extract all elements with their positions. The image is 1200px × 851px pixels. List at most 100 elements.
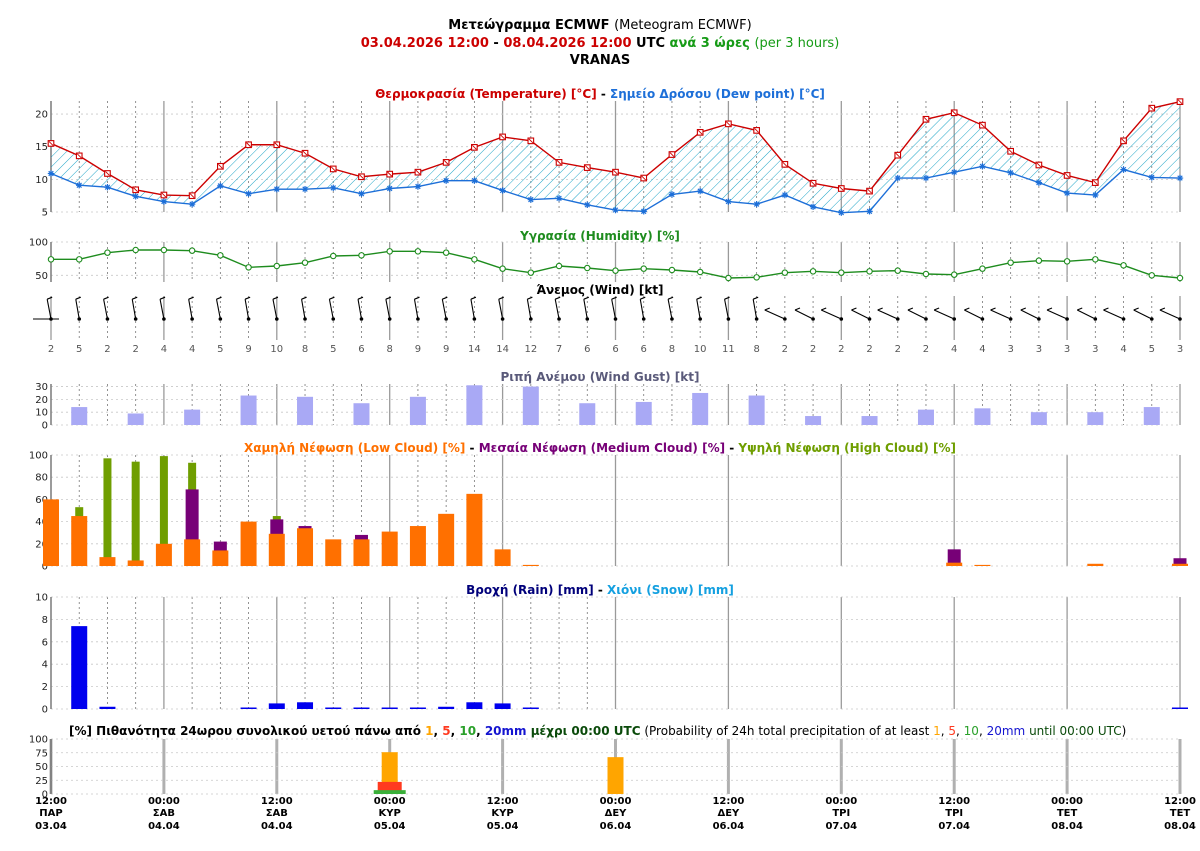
wind-speed-label: 2 <box>838 344 844 355</box>
wind-barb <box>1077 309 1096 320</box>
prob-until: μέχρι 00:00 UTC <box>526 724 641 738</box>
humidity-point <box>471 256 478 263</box>
wind-speed-label: 5 <box>217 344 223 355</box>
temperature-point-mark <box>1036 162 1042 168</box>
low-cloud-bar <box>353 539 370 566</box>
wind-barb-dot <box>331 317 336 321</box>
dewpoint-point <box>217 182 224 190</box>
humidity-point <box>160 246 168 254</box>
x-tick-day: ΤΡΙ <box>945 808 963 819</box>
wind-barb-dot <box>275 317 279 321</box>
dewpoint-point <box>894 174 901 182</box>
x-tick-date: 07.04 <box>938 821 970 832</box>
dewpoint-point <box>809 203 817 210</box>
x-tick-day: ΚΥΡ <box>379 808 401 819</box>
date-separator: - <box>493 36 499 51</box>
wind-speed-label: 3 <box>1036 344 1042 355</box>
low-cloud-bar <box>184 539 201 566</box>
rain-bar <box>381 707 398 709</box>
probability-panel-title: [%] Πιθανότητα 24ωρου συνολικού υετού πά… <box>69 724 1126 738</box>
wind-barb-dot <box>1121 317 1126 321</box>
wind-barb-feather <box>611 296 617 300</box>
wind-speed-label: 3 <box>1092 344 1098 355</box>
wind-barb-dot <box>895 317 900 321</box>
rain-ytick-label: 0 <box>42 705 48 716</box>
low-cloud-bar <box>522 564 539 566</box>
x-tick-date: 08.04 <box>1164 821 1196 832</box>
wind-barb-dot <box>77 317 82 321</box>
low-cloud-bar <box>325 539 342 566</box>
low-cloud-bar <box>268 533 285 566</box>
x-tick-time: 12:00 <box>938 796 970 807</box>
x-tick-day: ΚΥΡ <box>491 808 513 819</box>
humidity-point <box>640 265 647 272</box>
gust-bar <box>297 396 314 425</box>
humidity-point <box>753 274 760 281</box>
rain-bar <box>409 707 426 709</box>
x-tick-time: 12:00 <box>487 796 519 807</box>
wind-speed-label: 6 <box>358 344 364 355</box>
prob-en-10: 10 <box>963 724 979 738</box>
wind-barb-feather <box>357 296 364 300</box>
temperature-point-mark <box>387 171 393 177</box>
x-tick-date: 03.04 <box>35 821 67 832</box>
prob-en-close: ) <box>1121 724 1127 738</box>
x-tick-date: 04.04 <box>148 821 180 832</box>
humidity-point <box>696 268 704 276</box>
dewpoint-point <box>1063 189 1071 197</box>
wind-barb-dot <box>783 317 787 321</box>
temperature-point-mark <box>951 110 957 116</box>
wind-barb-feather <box>851 307 857 311</box>
dewpoint-point <box>866 208 873 215</box>
temperature-point-mark <box>246 142 251 148</box>
temperature-point-mark <box>782 162 788 167</box>
temperature-point-mark <box>1121 138 1126 144</box>
prob-en-20: 20mm <box>986 724 1026 738</box>
dewpoint-point <box>414 183 422 190</box>
wind-barb-feather <box>724 296 730 300</box>
x-tick-date: 07.04 <box>825 821 857 832</box>
wind-speed-label: 11 <box>722 344 735 355</box>
wind-barb <box>301 299 306 320</box>
humidity-point <box>75 256 83 263</box>
low-cloud-bar <box>381 531 398 566</box>
x-tick-date: 06.04 <box>713 821 745 832</box>
temperature-point-mark <box>923 116 929 122</box>
low-cloud-bar <box>494 549 511 566</box>
humidity-point <box>1092 256 1099 263</box>
rain-bar <box>438 706 455 709</box>
humidity-point <box>725 274 732 282</box>
wind-barb <box>611 299 617 320</box>
wind-barb-dot <box>1065 317 1069 321</box>
x-tick-date: 05.04 <box>487 821 519 832</box>
wind-barb <box>820 309 842 320</box>
x-tick-time: 00:00 <box>374 796 406 807</box>
wind-barb-dot <box>472 317 477 321</box>
wind-speed-label: 9 <box>443 344 449 355</box>
gust-bar <box>353 403 370 425</box>
x-tick-day: ΣΑΒ <box>266 808 288 819</box>
wind-barb-feather <box>752 296 759 300</box>
dewpoint-point <box>47 170 55 177</box>
temperature-point-mark <box>161 192 167 198</box>
wind-speed-label: 6 <box>612 344 618 355</box>
cloud-title-sep-2: - <box>725 441 739 455</box>
humidity-point <box>1120 262 1127 269</box>
wind-barb-dot <box>754 317 759 321</box>
wind-barb <box>933 309 955 320</box>
wind-barb-feather <box>640 296 646 300</box>
low-cloud-bar <box>438 513 455 566</box>
gust-bar <box>1087 412 1104 425</box>
temperature-point-mark <box>613 169 618 175</box>
wind-barb-feather <box>907 307 914 311</box>
wind-barb <box>244 299 250 320</box>
wind-barb-feather <box>498 296 504 300</box>
wind-barb-feather <box>667 296 674 300</box>
wind-barb <box>764 309 786 320</box>
rain-title-sep: - <box>593 583 608 597</box>
temperature-point-mark <box>274 142 280 148</box>
humidity-point <box>301 259 309 266</box>
x-tick-time: 00:00 <box>1051 796 1083 807</box>
dewpoint-point <box>245 190 252 197</box>
